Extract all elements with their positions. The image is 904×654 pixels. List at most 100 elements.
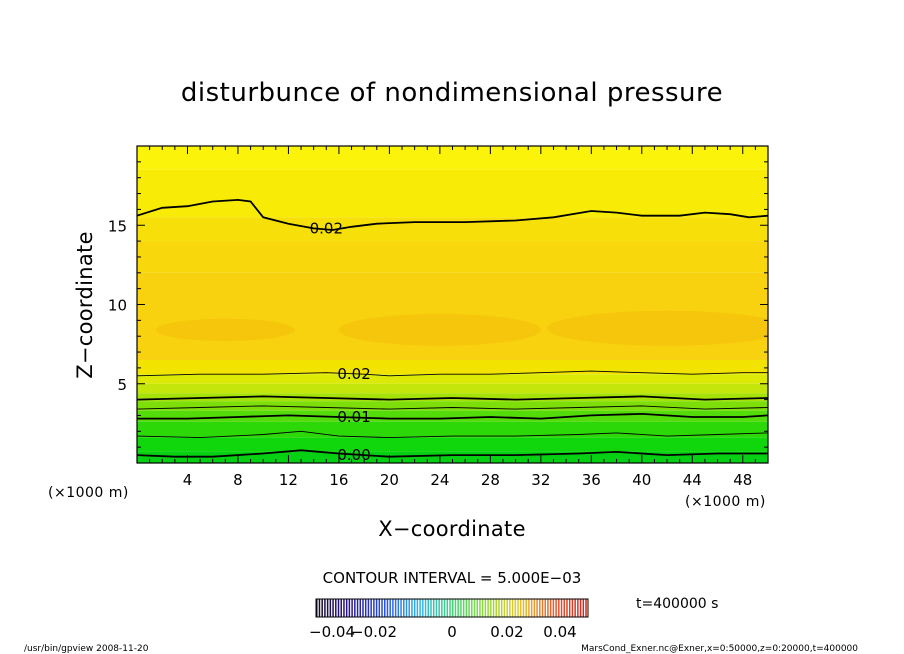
colorbar-cell: [381, 599, 383, 617]
contour-line: [137, 198, 768, 231]
colorbar-cell: [487, 599, 489, 617]
contour-line: [137, 430, 768, 439]
colorbar-cell: [577, 599, 579, 617]
contour-line: [137, 412, 768, 420]
colorbar-cell: [392, 599, 394, 617]
colorbar-cell: [378, 599, 381, 617]
colorbar-cell: [386, 599, 389, 617]
colorbar-cell: [528, 599, 530, 617]
contour-line: [137, 395, 768, 401]
colorbar: [315, 598, 589, 618]
colorbar-tick-labels: −0.04−0.02 0 0.02 0.04: [309, 623, 577, 641]
colorbar-cell: [389, 599, 391, 617]
colorbar-cell: [462, 599, 465, 617]
colorbar-cell: [549, 599, 552, 617]
colorbar-cell: [452, 599, 454, 617]
colorbar-cell: [481, 599, 484, 617]
colorbar-cell: [579, 599, 582, 617]
colorbar-cell: [343, 599, 345, 617]
colorbar-cell: [495, 599, 498, 617]
colorbar-cell: [424, 599, 427, 617]
x-tick-label: 24: [430, 471, 449, 489]
colorbar-cell: [514, 599, 517, 617]
x-tick-label: 40: [632, 471, 651, 489]
x-tick-label: 4: [183, 471, 193, 489]
x-tick-label: 32: [531, 471, 550, 489]
field-band: [137, 359, 768, 375]
colorbar-cell: [340, 599, 342, 617]
colorbar-cell: [541, 599, 544, 617]
contour-label: 0.02: [337, 365, 370, 383]
x-axis-label: X−coordinate: [378, 517, 526, 541]
colorbar-cell: [511, 599, 514, 617]
footer-program: /usr/bin/gpview 2008-11-20: [24, 644, 149, 654]
x-tick-label: 16: [329, 471, 348, 489]
minimum-blob: [547, 310, 768, 346]
colorbar-cell: [345, 599, 348, 617]
colorbar-cell: [329, 599, 332, 617]
colorbar-cell: [373, 599, 375, 617]
colorbar-cell: [498, 599, 500, 617]
colorbar-cell: [416, 599, 419, 617]
x-tick-label: 8: [233, 471, 243, 489]
colorbar-tick-label: 0.02: [490, 623, 523, 641]
colorbar-cell: [503, 599, 506, 617]
colorbar-cell: [335, 599, 337, 617]
colorbar-cell: [394, 599, 397, 617]
colorbar-cell: [574, 599, 576, 617]
field-band: [137, 217, 768, 242]
colorbar-cell: [568, 599, 571, 617]
x-tick-label: 20: [380, 471, 399, 489]
contour-lines: [137, 198, 768, 458]
colorbar-cell: [585, 599, 587, 617]
minimum-blob: [155, 318, 295, 341]
colorbar-cell: [473, 599, 476, 617]
colorbar-cell: [520, 599, 522, 617]
field-band: [137, 437, 768, 452]
colorbar-cell: [484, 599, 487, 617]
chart-title: disturbunce of nondimensional pressure: [181, 78, 723, 108]
colorbar-cell: [411, 599, 413, 617]
colorbar-cell: [492, 599, 495, 617]
field-band: [137, 241, 768, 273]
colorbar-tick-label: −0.02: [351, 623, 397, 641]
x-tick-label: 48: [733, 471, 752, 489]
colorbar-cell: [384, 599, 386, 617]
colorbar-cell: [539, 599, 541, 617]
time-label: t=400000 s: [636, 596, 718, 612]
y-tick-label: 10: [108, 297, 127, 315]
colorbar-cell: [354, 599, 356, 617]
contour-line: [137, 405, 768, 410]
colorbar-cell: [430, 599, 432, 617]
colorbar-cell: [571, 599, 574, 617]
colorbar-cell: [432, 599, 435, 617]
colorbar-cell: [326, 599, 329, 617]
minimum-blob: [338, 314, 541, 346]
pressure-minima: [155, 310, 768, 346]
footer-source: MarsCond_Exner.nc@Exner,x=0:50000,z=0:20…: [581, 644, 858, 654]
colorbar-cell: [476, 599, 478, 617]
colorbar-cell: [364, 599, 367, 617]
colorbar-cell: [403, 599, 405, 617]
field-band: [137, 401, 768, 411]
colorbar-cell: [460, 599, 462, 617]
colorbar-cell: [563, 599, 566, 617]
colorbar-tick-label: 0: [447, 623, 457, 641]
y-tick-label: 5: [117, 376, 127, 394]
colorbar-cell: [560, 599, 563, 617]
colorbar-cell: [324, 599, 326, 617]
colorbar-cell: [427, 599, 430, 617]
colorbar-cell: [397, 599, 400, 617]
colorbar-cell: [348, 599, 351, 617]
colorbar-cell: [525, 599, 527, 617]
colorbar-cell: [536, 599, 538, 617]
colorbar-cell: [468, 599, 470, 617]
field-band: [137, 421, 768, 438]
colorbar-cell: [422, 599, 424, 617]
field-band: [137, 146, 768, 170]
x-tick-label: 28: [481, 471, 500, 489]
colorbar-cell: [544, 599, 546, 617]
contour-label: 0.00: [337, 446, 370, 464]
colorbar-cell: [316, 599, 318, 617]
